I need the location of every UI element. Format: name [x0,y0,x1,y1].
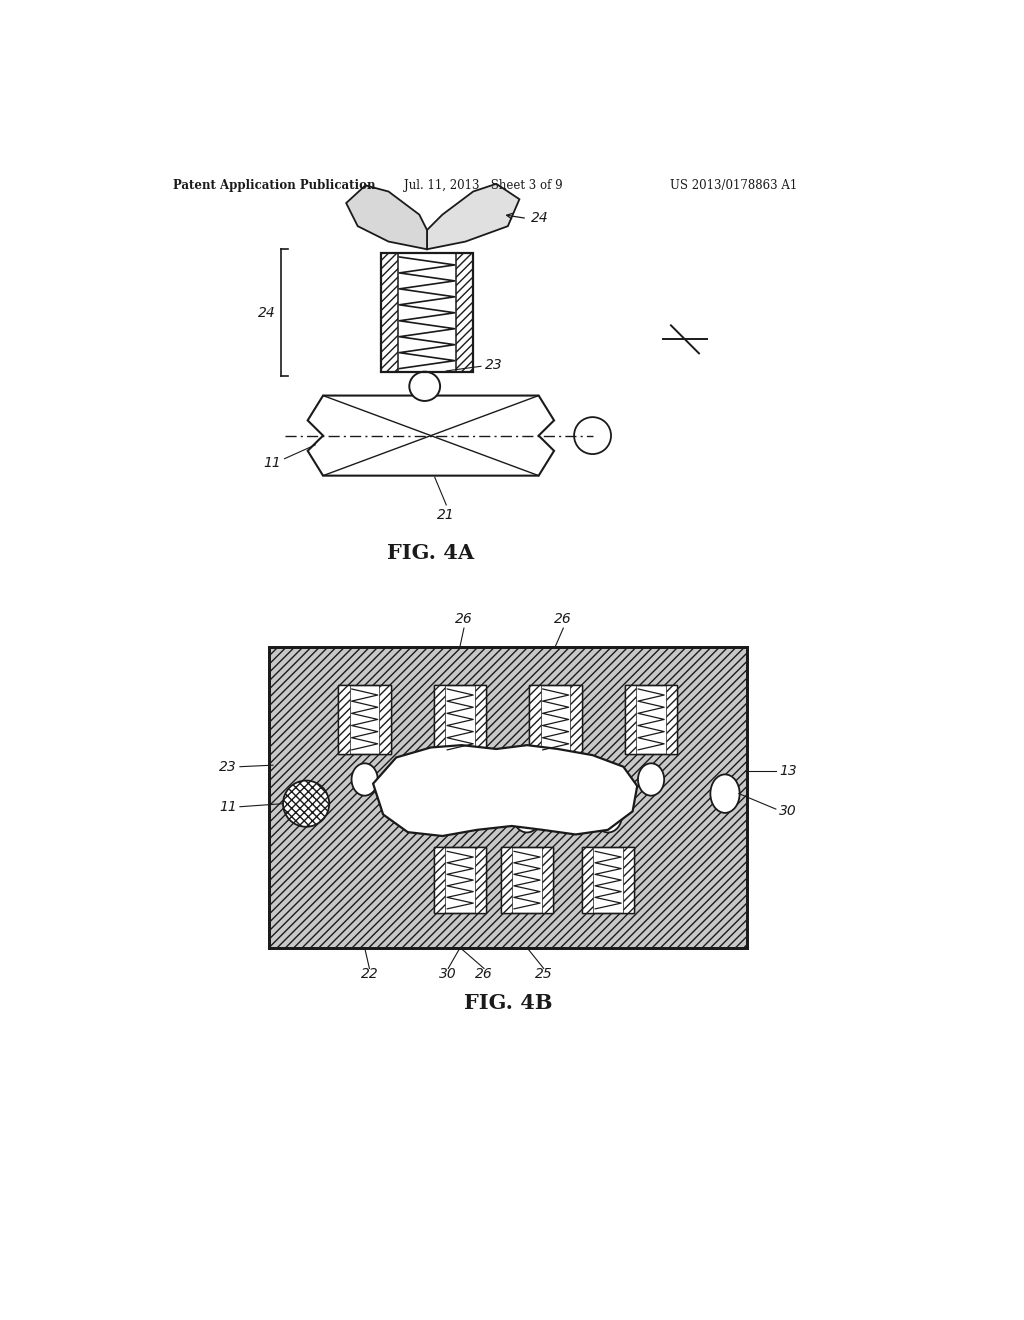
Ellipse shape [447,763,473,796]
Bar [570,685,582,754]
Bar [381,253,397,372]
Text: 21: 21 [437,508,455,521]
Bar [475,847,486,913]
Text: 26: 26 [475,966,493,981]
Ellipse shape [594,799,622,833]
Bar [457,253,473,372]
Bar [269,647,746,948]
Bar [381,253,473,372]
Polygon shape [346,185,427,249]
Bar [434,847,486,913]
Ellipse shape [446,799,474,833]
Text: 24: 24 [531,211,549,226]
Bar [501,847,553,913]
Bar [501,847,553,913]
Bar [434,685,445,754]
Bar [582,847,634,913]
Text: 11: 11 [263,455,281,470]
Ellipse shape [410,372,440,401]
Bar [582,847,634,913]
Text: 23: 23 [484,358,503,372]
Bar [529,685,582,754]
Bar [501,847,512,913]
Bar [339,685,391,754]
Bar [529,685,541,754]
Bar [434,847,445,913]
Ellipse shape [638,763,665,796]
Polygon shape [307,396,554,475]
Text: 22: 22 [360,966,378,981]
Circle shape [283,780,330,826]
Bar [434,847,486,913]
Ellipse shape [351,763,378,796]
Text: FIG. 4B: FIG. 4B [464,993,552,1012]
Text: 26: 26 [554,611,572,626]
Text: 25: 25 [535,966,553,981]
Text: Patent Application Publication: Patent Application Publication [173,180,376,193]
Ellipse shape [711,775,739,813]
Bar [475,685,486,754]
Polygon shape [427,183,519,249]
Text: 30: 30 [439,966,457,981]
Bar [666,685,677,754]
Bar [625,685,677,754]
Bar [269,647,746,948]
Ellipse shape [513,799,541,833]
Text: Jul. 11, 2013   Sheet 3 of 9: Jul. 11, 2013 Sheet 3 of 9 [403,180,562,193]
Ellipse shape [543,763,568,796]
Text: 11: 11 [219,800,237,813]
Polygon shape [373,744,637,836]
Bar [339,685,391,754]
Bar [623,847,634,913]
Text: 30: 30 [779,804,797,818]
Bar [379,685,391,754]
Text: FIG. 4A: FIG. 4A [387,543,474,562]
Text: 13: 13 [779,763,797,777]
Text: 23: 23 [219,760,237,774]
Bar [529,685,582,754]
Bar [625,685,677,754]
Text: US 2013/0178863 A1: US 2013/0178863 A1 [670,180,797,193]
Text: 26: 26 [455,611,473,626]
Bar [582,847,594,913]
Bar [542,847,553,913]
Bar [625,685,637,754]
Bar [339,685,350,754]
Text: 24: 24 [258,306,276,319]
Circle shape [574,417,611,454]
Bar [434,685,486,754]
Bar [434,685,486,754]
